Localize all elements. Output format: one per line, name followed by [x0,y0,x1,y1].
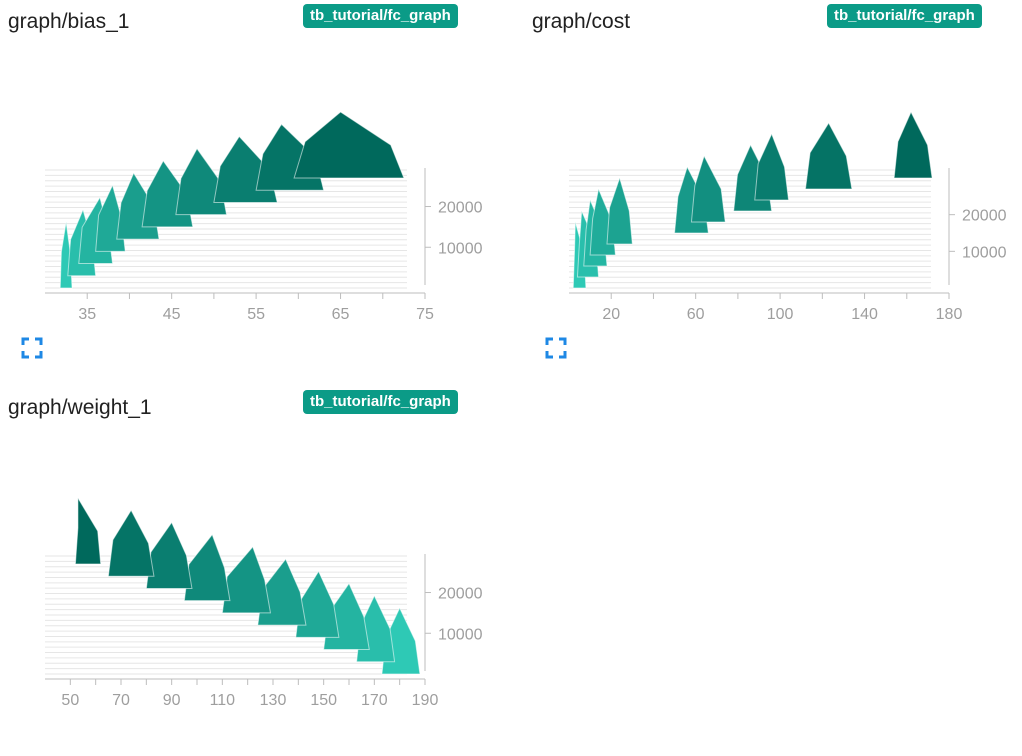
x-axis: 50 70 90 110 130 150 170 190 [45,678,439,709]
x-tick-label: 60 [687,306,705,323]
histogram-chart-bias: 35 45 55 65 75 10000 20000 [45,111,483,323]
x-tick-label: 190 [412,692,439,709]
chart-title: graph/weight_1 [8,396,152,419]
histogram-ridge [293,111,405,179]
x-tick-label: 45 [163,306,181,323]
chart-title: graph/bias_1 [8,10,130,33]
histogram-chart-cost: 20 60 100 140 180 10000 20000 [569,110,1007,323]
x-axis: 35 45 55 65 75 [45,292,434,323]
y-tick-label: 20000 [438,586,483,603]
x-tick-label: 130 [260,692,287,709]
x-tick-label: 20 [602,306,620,323]
x-tick-label: 50 [61,692,79,709]
y-tick-label: 10000 [438,626,483,643]
fullscreen-corners-icon [545,337,567,359]
histogram-ridge [145,521,193,589]
y-tick-label: 20000 [438,200,483,217]
histogram-ridge [74,496,102,565]
fullscreen-corners-icon [21,337,43,359]
histogram-ridge [804,122,853,190]
histogram-ridge [175,147,228,216]
histogram-ridge [107,509,155,577]
histogram-card-bias: graph/bias_1 tb_tutorial/fc_graph 35 45 55… [0,0,483,370]
y-axis: 10000 20000 [424,168,483,285]
x-tick-label: 100 [767,306,794,323]
histogram-card-weight: graph/weight_1 tb_tutorial/fc_graph 50 70… [0,386,483,756]
y-axis: 10000 20000 [424,554,483,671]
run-badge: tb_tutorial/fc_graph [303,390,458,414]
expand-button[interactable] [544,336,568,360]
histogram-ridge [754,132,790,201]
run-badge: tb_tutorial/fc_graph [827,4,982,28]
histogram-chart-weight: 50 70 90 110 130 150 170 190 10000 20000 [45,496,483,709]
x-tick-label: 35 [78,306,96,323]
y-tick-label: 10000 [438,240,483,257]
expand-button[interactable] [20,336,44,360]
histogram-ridge [183,533,231,602]
histogram-card-cost: graph/cost tb_tutorial/fc_graph 20 60 100 1… [524,0,1007,370]
histogram-ridge [893,110,933,179]
x-tick-label: 55 [247,306,265,323]
y-tick-label: 20000 [962,208,1007,225]
y-tick-label: 10000 [962,244,1007,261]
y-axis: 10000 20000 [948,168,1007,285]
histogram-ridge [690,154,726,223]
x-tick-label: 70 [112,692,130,709]
histogram-ridge [221,545,272,614]
x-tick-label: 65 [332,306,350,323]
x-tick-label: 180 [936,306,963,323]
histogram-ridge [606,176,633,245]
x-axis: 20 60 100 140 180 [569,292,963,323]
x-tick-label: 90 [163,692,181,709]
chart-title: graph/cost [532,10,631,33]
x-tick-label: 75 [416,306,434,323]
x-tick-label: 170 [361,692,388,709]
run-badge: tb_tutorial/fc_graph [303,4,458,28]
x-tick-label: 150 [310,692,337,709]
x-tick-label: 140 [851,306,878,323]
x-tick-label: 110 [210,692,236,709]
